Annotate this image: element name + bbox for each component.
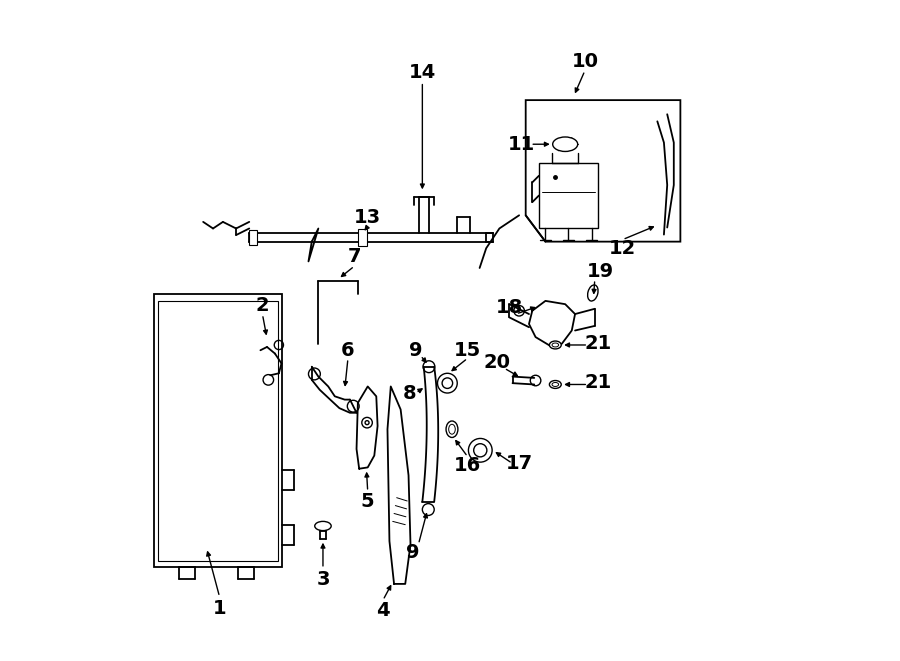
Text: 21: 21 bbox=[584, 334, 612, 353]
Text: 9: 9 bbox=[407, 543, 420, 563]
Bar bbox=[249, 230, 257, 245]
Ellipse shape bbox=[552, 343, 559, 347]
Text: 8: 8 bbox=[402, 383, 416, 403]
Ellipse shape bbox=[446, 421, 458, 438]
Text: 17: 17 bbox=[506, 454, 533, 473]
Bar bbox=[539, 163, 599, 229]
Bar bbox=[358, 229, 367, 246]
Text: 11: 11 bbox=[508, 135, 535, 154]
Ellipse shape bbox=[553, 137, 578, 151]
Text: 2: 2 bbox=[256, 296, 269, 315]
Ellipse shape bbox=[549, 341, 562, 349]
Text: 10: 10 bbox=[572, 52, 598, 71]
Text: 13: 13 bbox=[355, 208, 382, 227]
Text: 4: 4 bbox=[376, 601, 390, 620]
Circle shape bbox=[365, 420, 369, 424]
Text: 5: 5 bbox=[361, 492, 374, 511]
Text: 20: 20 bbox=[484, 352, 511, 371]
Text: 6: 6 bbox=[341, 341, 355, 360]
Ellipse shape bbox=[552, 383, 559, 387]
Text: 15: 15 bbox=[454, 341, 482, 360]
Text: 14: 14 bbox=[409, 63, 436, 82]
Text: 12: 12 bbox=[608, 239, 636, 258]
Ellipse shape bbox=[588, 285, 598, 301]
Text: 21: 21 bbox=[584, 373, 612, 392]
Text: 9: 9 bbox=[409, 341, 422, 360]
Polygon shape bbox=[526, 100, 680, 242]
Ellipse shape bbox=[315, 522, 331, 531]
Text: 7: 7 bbox=[347, 247, 361, 266]
Bar bbox=[158, 301, 277, 561]
Text: 1: 1 bbox=[212, 599, 227, 618]
Text: 16: 16 bbox=[454, 456, 482, 475]
Ellipse shape bbox=[449, 424, 455, 434]
Text: 3: 3 bbox=[316, 570, 329, 589]
Text: 19: 19 bbox=[587, 262, 614, 281]
Ellipse shape bbox=[549, 381, 562, 389]
Bar bbox=[154, 294, 283, 567]
Text: 18: 18 bbox=[496, 298, 523, 317]
